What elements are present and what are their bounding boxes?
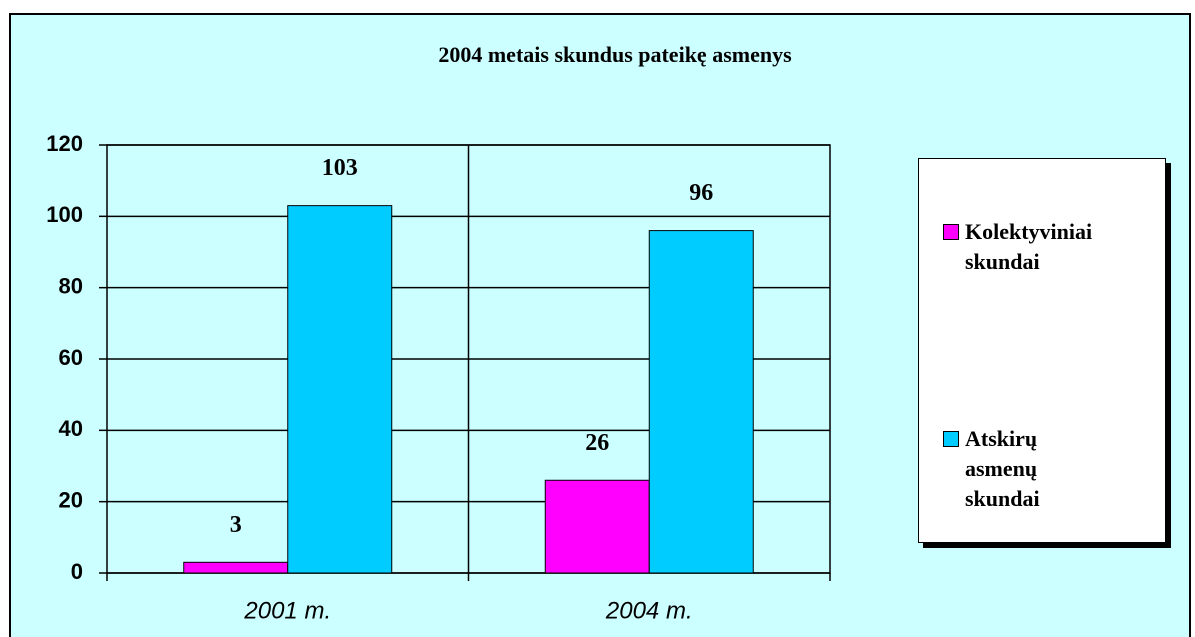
legend-label: Kolektyviniai skundai xyxy=(965,219,1093,274)
legend-swatch xyxy=(943,224,959,240)
y-tick-label: 0 xyxy=(71,559,83,584)
legend-label: Atskirų asmenų skundai xyxy=(965,426,1040,511)
x-tick-label: 2004 m. xyxy=(605,597,693,624)
legend-swatch xyxy=(943,431,959,447)
legend-entry: Kolektyviniai skundai xyxy=(943,217,1105,277)
value-label: 26 xyxy=(585,430,609,456)
y-tick-label: 20 xyxy=(59,487,83,512)
y-tick-label: 40 xyxy=(59,416,83,441)
legend-entry: Atskirų asmenų skundai xyxy=(943,424,1105,514)
value-label: 3 xyxy=(230,512,242,538)
y-tick-label: 80 xyxy=(59,273,83,298)
bar xyxy=(287,205,393,574)
bar xyxy=(183,561,289,574)
bar xyxy=(648,230,754,574)
bar xyxy=(544,479,650,574)
y-tick-label: 60 xyxy=(59,345,83,370)
legend: Kolektyviniai skundai Atskirų asmenų skun… xyxy=(918,158,1166,543)
chart-title: 2004 metais skundus pateikę asmenys xyxy=(438,42,792,67)
x-tick-label: 2001 m. xyxy=(243,597,331,624)
value-label: 103 xyxy=(322,155,358,181)
y-tick-label: 100 xyxy=(46,202,83,227)
value-label: 96 xyxy=(689,180,713,206)
y-tick-label: 120 xyxy=(46,131,83,156)
